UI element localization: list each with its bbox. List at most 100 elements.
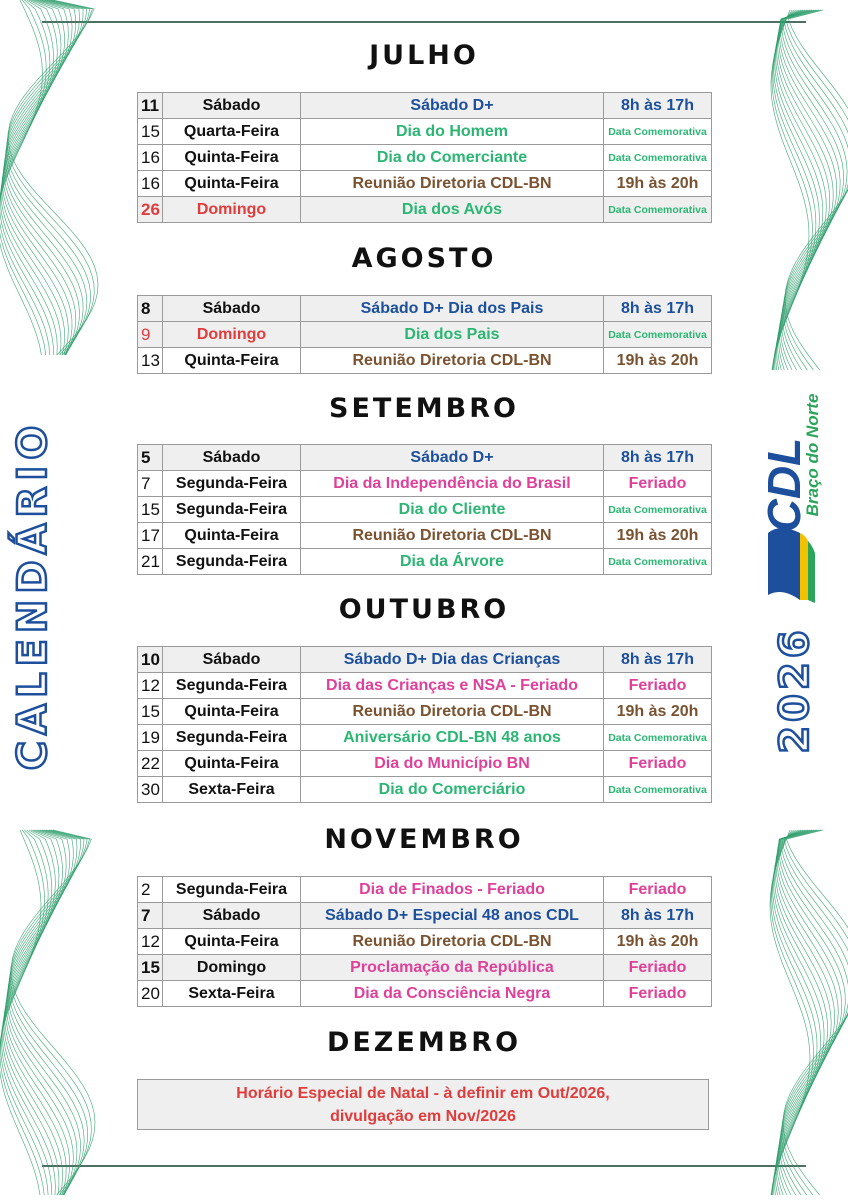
event-cell: Dia das Crianças e NSA - Feriado — [300, 672, 604, 699]
wave-line — [775, 829, 835, 1196]
wave-line — [3, 829, 63, 1196]
day-cell: 7 — [137, 470, 163, 497]
weekday-cell: Quarta-Feira — [162, 118, 301, 145]
calendar-side-title: CALENDÁRIO — [9, 419, 58, 772]
december-note: Horário Especial de Natal - à definir em… — [137, 1079, 709, 1130]
weekday-cell: Quinta-Feira — [162, 928, 301, 955]
cdl-logo-icon — [768, 528, 815, 603]
wave-line — [4, 0, 80, 356]
wave-line — [0, 0, 62, 356]
wave-line — [7, 0, 99, 356]
weekday-cell: Quinta-Feira — [162, 750, 301, 777]
table-row: 12 Segunda-Feira Dia das Crianças e NSA - … — [137, 672, 712, 699]
event-cell: Sábado D+ Especial 48 anos CDL — [300, 902, 604, 929]
wave-line — [779, 9, 841, 371]
day-cell: 20 — [137, 980, 163, 1007]
month-title: DEZEMBRO — [326, 1027, 522, 1058]
wave-line — [773, 9, 820, 371]
wave-line — [0, 829, 42, 1196]
day-cell: 16 — [137, 170, 163, 197]
wave-line — [0, 0, 54, 356]
table-row: 17 Quinta-Feira Reunião Diretoria CDL-BN 19… — [137, 522, 712, 549]
table-row: 13 Quinta-Feira Reunião Diretoria CDL-BN 19… — [137, 347, 712, 374]
table-row: 12 Quinta-Feira Reunião Diretoria CDL-BN 19… — [137, 928, 712, 955]
wave-line — [777, 829, 843, 1196]
wave-line — [770, 9, 810, 371]
event-cell: Proclamação da República — [300, 954, 604, 981]
event-cell: Dia do Cliente — [300, 496, 604, 523]
event-cell: Sábado D+ Dia dos Pais — [300, 295, 604, 322]
wave-line — [0, 0, 43, 356]
time-cell: 19h às 20h — [603, 347, 712, 374]
month-title: SETEMBRO — [329, 393, 519, 424]
table-row: 15 Quarta-Feira Dia do Homem Data Comemorat… — [137, 118, 712, 145]
wave-line — [1, 829, 53, 1196]
day-cell: 13 — [137, 347, 163, 374]
wave-line — [0, 0, 58, 356]
weekday-cell: Sábado — [162, 444, 301, 471]
weekday-cell: Segunda-Feira — [162, 496, 301, 523]
wave-line — [772, 829, 821, 1196]
event-cell: Dia da Árvore — [300, 548, 604, 575]
weekday-cell: Sábado — [162, 92, 301, 119]
note-line: Horário Especial de Natal - à definir em… — [236, 1085, 610, 1102]
event-cell: Sábado D+ Dia das Crianças — [300, 646, 604, 673]
weekday-cell: Sábado — [162, 295, 301, 322]
time-cell: Feriado — [603, 672, 712, 699]
wave-line — [0, 829, 45, 1196]
weekday-cell: Segunda-Feira — [162, 724, 301, 751]
wave-line — [7, 829, 81, 1196]
time-cell: Data Comemorativa — [603, 144, 712, 171]
wave-line — [4, 829, 67, 1196]
time-cell: 19h às 20h — [603, 928, 712, 955]
time-cell: Data Comemorativa — [603, 118, 712, 145]
wave-line — [5, 829, 74, 1196]
time-cell: 19h às 20h — [603, 698, 712, 725]
event-cell: Reunião Diretoria CDL-BN — [300, 347, 604, 374]
weekday-cell: Quinta-Feira — [162, 522, 301, 549]
month-title: NOVEMBRO — [324, 824, 524, 855]
table-row: 9 Domingo Dia dos Pais Data Comemorativa — [137, 321, 712, 348]
weekday-cell: Domingo — [162, 196, 301, 223]
day-cell: 15 — [137, 698, 163, 725]
event-cell: Reunião Diretoria CDL-BN — [300, 928, 604, 955]
event-cell: Dia dos Avós — [300, 196, 604, 223]
day-cell: 2 — [137, 876, 163, 903]
time-cell: Data Comemorativa — [603, 196, 712, 223]
month-table: 10 Sábado Sábado D+ Dia das Crianças 8h às … — [137, 646, 712, 803]
time-cell: 8h às 17h — [603, 646, 712, 673]
table-row: 11 Sábado Sábado D+ 8h às 17h — [137, 92, 712, 119]
wave-line — [773, 829, 829, 1196]
weekday-cell: Segunda-Feira — [162, 548, 301, 575]
event-cell: Dia da Consciência Negra — [300, 980, 604, 1007]
day-cell: 22 — [137, 750, 163, 777]
wave-line — [781, 829, 848, 1196]
table-row: 20 Sexta-Feira Dia da Consciência Negra Fer… — [137, 980, 712, 1007]
table-row: 5 Sábado Sábado D+ 8h às 17h — [137, 444, 712, 471]
day-cell: 7 — [137, 902, 163, 929]
day-cell: 12 — [137, 928, 163, 955]
event-cell: Aniversário CDL-BN 48 anos — [300, 724, 604, 751]
day-cell: 19 — [137, 724, 163, 751]
table-row: 16 Quinta-Feira Reunião Diretoria CDL-BN 19… — [137, 170, 712, 197]
wave-line — [775, 9, 827, 371]
wave-line — [774, 9, 824, 371]
day-cell: 11 — [137, 92, 163, 119]
wave-line — [6, 0, 95, 356]
month-table: 5 Sábado Sábado D+ 8h às 17h 7 Segunda-Feira D… — [137, 444, 712, 575]
event-cell: Reunião Diretoria CDL-BN — [300, 170, 604, 197]
wave-line — [784, 9, 848, 371]
note-line: divulgação em Nov/2026 — [330, 1108, 516, 1125]
month-table: 11 Sábado Sábado D+ 8h às 17h 15 Quarta-Feira… — [137, 92, 712, 223]
weekday-cell: Domingo — [162, 954, 301, 981]
wave-line — [777, 9, 834, 371]
wave-line — [769, 829, 811, 1196]
wave-line — [772, 9, 817, 371]
logo-subtitle: Braço do Norte — [803, 393, 822, 517]
time-cell: 8h às 17h — [603, 902, 712, 929]
table-row: 15 Quinta-Feira Reunião Diretoria CDL-BN 19… — [137, 698, 712, 725]
weekday-cell: Quinta-Feira — [162, 698, 301, 725]
wave-line — [3, 0, 77, 356]
day-cell: 30 — [137, 776, 163, 803]
wave-line — [9, 829, 89, 1196]
